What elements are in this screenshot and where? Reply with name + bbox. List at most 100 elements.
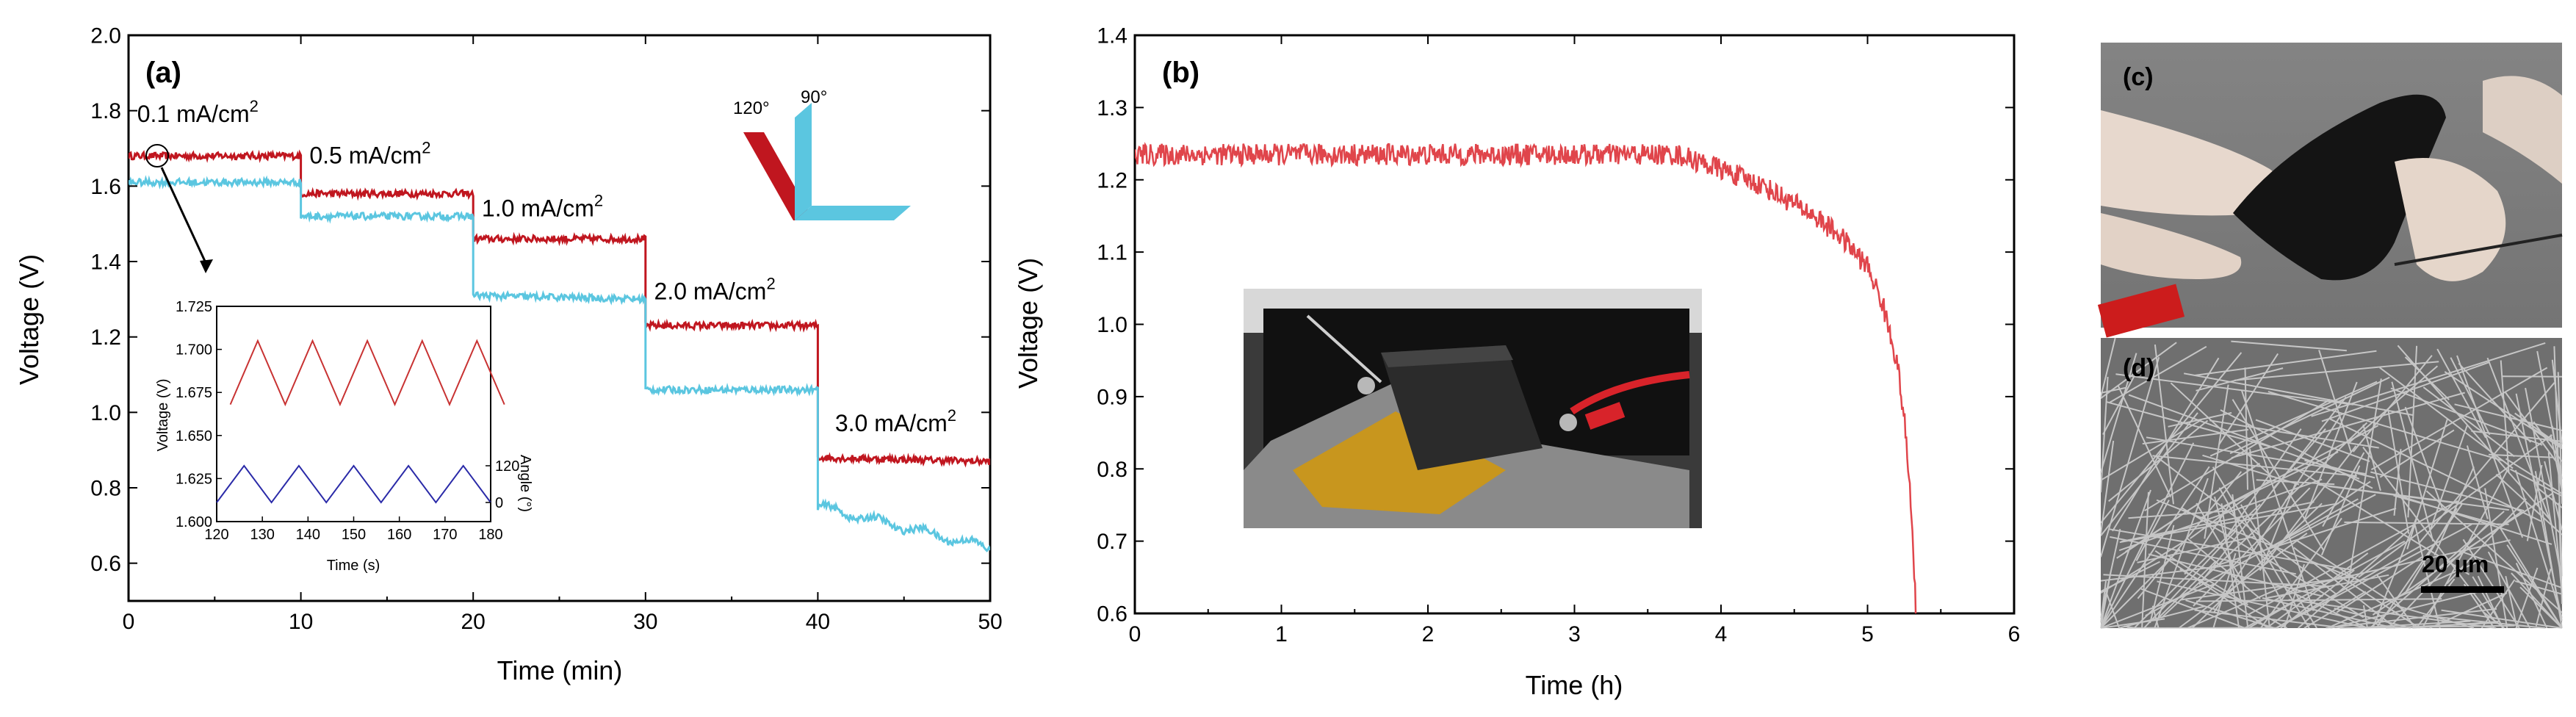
sem-fiber: [2321, 361, 2490, 422]
sem-fiber: [2198, 396, 2347, 586]
sem-fiber: [2103, 574, 2329, 588]
current-density-label: 3.0 mA/cm2: [835, 406, 956, 436]
y-tick-label: 1.1: [1097, 241, 1128, 265]
sem-fiber: [2100, 376, 2109, 493]
sem-fiber: [2393, 449, 2402, 516]
panel-b-label: (b): [1162, 57, 1199, 89]
sem-fiber: [2204, 384, 2229, 539]
inset-x-tick-label: 170: [433, 527, 457, 543]
sem-fiber: [2462, 538, 2520, 629]
sem-fiber: [2248, 597, 2301, 629]
sem-fiber: [2191, 502, 2323, 629]
sem-fiber: [2441, 609, 2563, 629]
sem-fiber: [2249, 449, 2270, 629]
sem-fiber: [2372, 516, 2418, 629]
sem-fiber: [2553, 346, 2563, 577]
sem-fiber: [2276, 523, 2472, 629]
sem-fiber: [2434, 466, 2475, 556]
sem-fiber: [2515, 562, 2548, 629]
sem-fiber: [2137, 536, 2255, 563]
discharge-curve: [1135, 142, 1917, 613]
current-density-label: 0.5 mA/cm2: [309, 139, 430, 169]
device-photo: [1244, 289, 1702, 528]
sem-fiber: [2160, 507, 2280, 619]
sem-fiber: [2135, 500, 2170, 561]
schematic-cyan-base: [795, 206, 911, 220]
sem-fiber: [2240, 389, 2315, 611]
sem-fiber: [2232, 399, 2325, 551]
sem-fiber: [2422, 615, 2546, 629]
sem-fiber: [2466, 492, 2553, 550]
inset-x-tick-label: 120: [204, 527, 228, 543]
sem-fiber: [2106, 401, 2277, 450]
y-tick-label: 1.4: [90, 251, 121, 275]
sem-fiber: [2218, 353, 2279, 446]
sem-fiber: [2212, 552, 2237, 629]
sem-fiber: [2303, 591, 2367, 629]
sem-fiber: [2271, 480, 2371, 549]
sem-fiber: [2407, 345, 2418, 518]
y-tick-label: 1.0: [1097, 313, 1128, 337]
scale-bar: [2421, 586, 2504, 593]
sem-fiber: [2391, 381, 2434, 542]
sem-fiber: [2168, 411, 2232, 428]
inset-x-tick-label: 160: [387, 527, 411, 543]
sem-fiber: [2102, 371, 2137, 435]
panel-c-photo: [2097, 43, 2563, 338]
sem-fiber: [2276, 545, 2422, 629]
sem-fiber: [2288, 599, 2497, 629]
sem-fiber: [2397, 345, 2550, 520]
sem-fiber: [2463, 551, 2563, 589]
sem-fiber: [2193, 487, 2311, 607]
sem-fiber: [2362, 446, 2497, 624]
sem-fiber: [2514, 580, 2563, 595]
sem-fiber: [2115, 373, 2354, 406]
sem-fiber: [2525, 387, 2563, 579]
sem-fiber: [2329, 418, 2542, 522]
x-tick-label: 0: [123, 610, 135, 634]
sem-fiber: [2436, 348, 2486, 439]
panel-a-label: (a): [145, 57, 181, 89]
zoom-pointer: [160, 167, 209, 267]
sem-fiber: [2209, 419, 2379, 449]
sem-fiber: [2194, 350, 2377, 376]
sem-fiber: [2322, 452, 2365, 527]
sem-fiber: [2358, 434, 2552, 578]
sem-fiber: [2352, 355, 2433, 453]
sem-fiber: [2472, 576, 2505, 629]
scale-bar-label: 20 µm: [2422, 551, 2489, 577]
series-line-90deg: [129, 175, 990, 552]
sem-fiber: [2344, 521, 2509, 525]
inset-ylabel-right: Angle (°): [517, 455, 533, 512]
sem-fiber: [2370, 471, 2525, 512]
sem-fiber: [2154, 478, 2209, 629]
sem-fiber: [2116, 484, 2227, 559]
inset-x-tick-label: 180: [478, 527, 502, 543]
panel-b-chart: 0 1 2 3 4 5 6 0.6 0.7 0.8 0.9 1.0 1.1 1.2 1.3 1.4 (b) T…: [1013, 24, 2020, 701]
inset-x-tick-label: 150: [342, 527, 366, 543]
sem-fiber: [2100, 412, 2198, 536]
sem-fiber: [2405, 508, 2458, 593]
sem-fiber: [2375, 502, 2464, 629]
sem-fiber: [2486, 357, 2554, 528]
sem-fiber: [2223, 425, 2379, 508]
sem-fiber: [2100, 583, 2215, 629]
y-tick-label: 0.8: [90, 477, 121, 501]
sem-fiber: [2202, 454, 2300, 486]
inset-right-tick-label: 120: [495, 458, 519, 475]
sem-fiber: [2128, 394, 2360, 480]
panel-b-xlabel: Time (h): [1526, 670, 1623, 700]
sem-fiber: [2100, 440, 2115, 535]
y-tick-label: 0.8: [1097, 458, 1128, 482]
sem-fiber: [2454, 403, 2563, 431]
sem-fiber: [2303, 381, 2358, 522]
inset-voltage-line: [229, 339, 505, 407]
sem-fiber: [2100, 466, 2210, 629]
x-tick-label: 3: [1568, 622, 1581, 646]
sem-fiber: [2234, 361, 2439, 381]
panel-a-chart: 0 10 20 30 40 500.60.81.01.21.41.61.82.0 (a) …: [14, 24, 1003, 686]
sem-fiber: [2326, 608, 2497, 629]
sem-fiber: [2404, 406, 2444, 510]
panel-d-sem-image: [2100, 337, 2563, 629]
